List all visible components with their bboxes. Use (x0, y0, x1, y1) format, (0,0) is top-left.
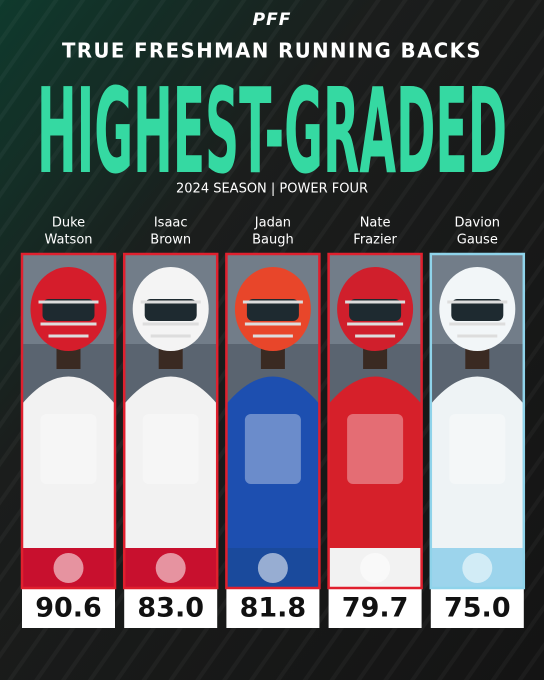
player-first-name: Jadan (254, 216, 291, 231)
player-number (347, 414, 404, 484)
helmet-visor (246, 299, 299, 321)
grade-box (328, 588, 422, 628)
grade-box (124, 588, 218, 628)
player-number (449, 414, 506, 484)
cards: Duke Watson 90.6 Isaac Brown 83.0 Jadan Baugh 81… (20, 216, 526, 628)
face-mask (447, 300, 508, 338)
face-mask (242, 300, 303, 338)
helmet-visor (451, 299, 504, 321)
grade: 83.0 (137, 593, 204, 624)
player-number (244, 414, 301, 484)
card-border (327, 252, 423, 590)
player-last-name: Gause (457, 233, 498, 248)
card-border (20, 252, 117, 590)
team-logo (462, 553, 493, 583)
player-first-name: Davion (455, 216, 500, 231)
player-jersey (430, 376, 524, 548)
grade: 90.6 (35, 593, 102, 624)
player-card: Isaac Brown 83.0 (122, 216, 219, 628)
subtitle: TRUE FRESHMAN RUNNING BACKS (62, 39, 482, 63)
player-jersey (328, 376, 422, 548)
player-first-name: Isaac (154, 216, 188, 231)
season: 2024 SEASON | POWER FOUR (176, 182, 368, 197)
player-last-name: Baugh (252, 233, 294, 248)
grade: 75.0 (444, 593, 511, 624)
grade-box (22, 588, 115, 628)
helmet-visor (144, 299, 197, 321)
player-card: Davion Gause 75.0 (429, 216, 526, 628)
team-logo (155, 553, 186, 583)
title: HIGHEST-GRADED (37, 62, 507, 200)
player-first-name: Duke (52, 216, 85, 231)
team-logo (53, 553, 84, 583)
team-logo (257, 553, 288, 583)
player-card: Duke Watson 90.6 (20, 216, 117, 628)
player-number (40, 414, 97, 484)
player-number (142, 414, 199, 484)
grade-box (430, 588, 524, 628)
player-last-name: Frazier (353, 233, 397, 248)
team-logo (360, 553, 391, 583)
face-mask (140, 300, 201, 338)
player-first-name: Nate (360, 216, 391, 231)
grade-box (226, 588, 320, 628)
player-last-name: Brown (150, 233, 191, 248)
card-border (429, 252, 526, 590)
helmet-visor (349, 299, 402, 321)
player-jersey (124, 376, 218, 548)
card-border (225, 252, 321, 590)
face-mask (38, 300, 99, 338)
face-mask (345, 300, 406, 338)
player-jersey (226, 376, 320, 548)
grade: 81.8 (240, 593, 307, 624)
grade: 79.7 (342, 593, 409, 624)
helmet-visor (42, 299, 95, 321)
player-last-name: Watson (44, 233, 92, 248)
card-border (122, 252, 219, 590)
logo: PFF (253, 10, 292, 30)
player-card: Jadan Baugh 81.8 (225, 216, 321, 628)
player-card: Nate Frazier 79.7 (327, 216, 423, 628)
player-jersey (22, 376, 115, 548)
